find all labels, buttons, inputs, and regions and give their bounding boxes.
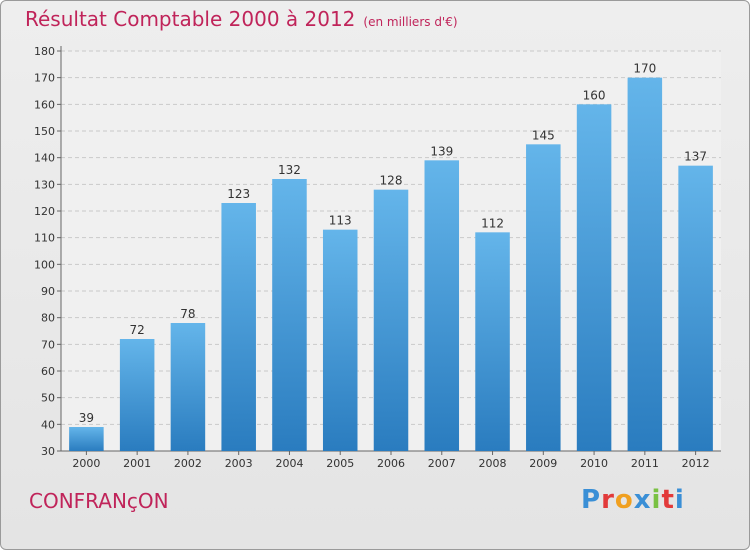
bar-value-label: 112 xyxy=(481,216,504,230)
y-tick-label: 170 xyxy=(34,72,55,85)
y-tick-label: 140 xyxy=(34,152,55,165)
x-tick-label: 2010 xyxy=(580,457,608,470)
chart-subtitle: (en milliers d'€) xyxy=(363,15,458,29)
bar xyxy=(69,427,104,451)
proxiti-logo: Proxiti xyxy=(581,485,685,515)
bar xyxy=(678,165,713,451)
bar xyxy=(272,179,307,451)
bar-value-label: 39 xyxy=(79,411,94,425)
bar-value-label: 113 xyxy=(329,214,352,228)
chart-title: Résultat Comptable 2000 à 2012 (en millie… xyxy=(25,7,458,31)
bar xyxy=(221,203,256,451)
x-tick-label: 2000 xyxy=(72,457,100,470)
y-tick-label: 60 xyxy=(41,365,55,378)
y-tick-label: 130 xyxy=(34,178,55,191)
bar xyxy=(373,189,409,451)
y-tick-label: 160 xyxy=(34,98,55,111)
y-tick-label: 40 xyxy=(41,418,55,431)
x-tick-label: 2009 xyxy=(529,457,557,470)
bar xyxy=(526,144,561,452)
bar xyxy=(627,77,663,452)
x-tick-label: 2001 xyxy=(123,457,151,470)
x-tick-label: 2012 xyxy=(682,457,710,470)
x-tick-label: 2002 xyxy=(174,457,202,470)
bar-value-label: 145 xyxy=(532,128,555,142)
y-tick-label: 180 xyxy=(34,45,55,58)
bar xyxy=(322,229,358,451)
bar-value-label: 160 xyxy=(583,88,606,102)
x-tick-label: 2008 xyxy=(479,457,507,470)
bar-value-label: 72 xyxy=(130,323,145,337)
bar-value-label: 128 xyxy=(380,174,403,188)
chart-title-text: Résultat Comptable 2000 à 2012 xyxy=(25,7,356,31)
x-tick-label: 2006 xyxy=(377,457,405,470)
y-tick-label: 100 xyxy=(34,258,55,271)
x-tick-label: 2007 xyxy=(428,457,456,470)
y-tick-label: 120 xyxy=(34,205,55,218)
x-tick-label: 2003 xyxy=(225,457,253,470)
bar xyxy=(119,339,155,451)
x-tick-label: 2004 xyxy=(275,457,303,470)
y-tick-label: 80 xyxy=(41,312,55,325)
bar xyxy=(170,323,206,451)
y-tick-label: 90 xyxy=(41,285,55,298)
commune-name: CONFRANçON xyxy=(29,489,169,513)
y-tick-label: 30 xyxy=(41,445,55,458)
y-tick-label: 150 xyxy=(34,125,55,138)
y-tick-label: 70 xyxy=(41,338,55,351)
bar-value-label: 139 xyxy=(430,144,453,158)
bar-value-label: 132 xyxy=(278,163,301,177)
bar xyxy=(576,104,612,451)
bar-value-label: 170 xyxy=(633,62,656,76)
bar xyxy=(475,232,510,451)
y-tick-label: 50 xyxy=(41,392,55,405)
bar-value-label: 78 xyxy=(180,307,195,321)
x-tick-label: 2011 xyxy=(631,457,659,470)
bar-value-label: 123 xyxy=(227,187,250,201)
bar xyxy=(424,160,460,452)
x-tick-label: 2005 xyxy=(326,457,354,470)
bar-value-label: 137 xyxy=(684,150,707,164)
y-tick-label: 110 xyxy=(34,232,55,245)
